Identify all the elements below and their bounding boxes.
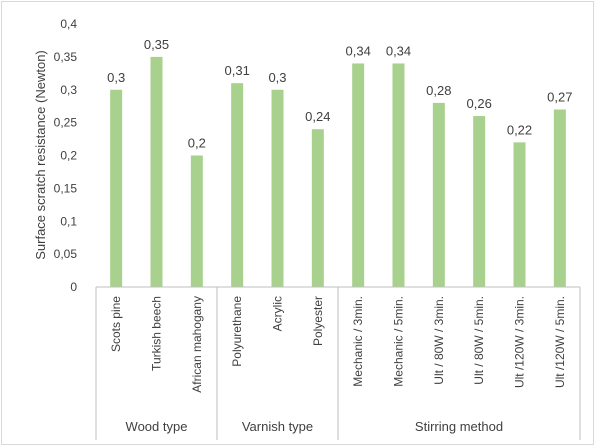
bar (190, 155, 203, 287)
category-label: Polyurethane (230, 296, 244, 367)
category-label: Acrylic (271, 296, 285, 331)
y-tick-label: 0,25 (54, 116, 78, 130)
group-labels: Wood type Varnish type Stirring method (126, 419, 504, 434)
y-tick-label: 0,2 (60, 149, 77, 163)
category-label: Mechanic / 5min. (392, 296, 406, 387)
category-labels: Scots pine Turkish beech African mahogany P… (109, 296, 567, 393)
bar (553, 109, 566, 287)
y-tick-label: 0,15 (54, 181, 78, 195)
category-label: Mechanic / 3min. (351, 296, 365, 387)
bar (110, 89, 123, 287)
category-label: Ult / 80W / 5min. (472, 296, 486, 385)
data-label: 0,34 (346, 43, 371, 58)
y-tick-label: 0,1 (60, 214, 77, 228)
y-tick-label: 0 (70, 280, 77, 294)
bar (311, 129, 324, 287)
group-label: Varnish type (242, 419, 313, 434)
bar (231, 83, 244, 287)
category-label: Polyester (311, 296, 325, 346)
y-tick-label: 0,4 (60, 17, 77, 31)
bar (392, 63, 405, 288)
category-label: Scots pine (109, 296, 123, 352)
bar (150, 56, 163, 287)
data-label: 0,24 (305, 109, 330, 124)
data-label: 0,3 (107, 70, 125, 85)
y-tick-label: 0,35 (54, 50, 78, 64)
y-tick-label: 0,05 (54, 247, 78, 261)
category-label: Ult /120W / 5min. (553, 296, 567, 388)
data-label: 0,31 (225, 63, 250, 78)
group-label: Stirring method (415, 419, 503, 434)
category-label: Ult /120W / 3min. (513, 296, 527, 388)
bar (473, 116, 486, 287)
data-label: 0,34 (386, 43, 411, 58)
bar (513, 142, 526, 287)
data-labels: 0,3 0,35 0,2 0,31 0,3 0,24 0,34 0,34 0,28 0,26 0,2… (107, 37, 572, 151)
data-label: 0,2 (188, 136, 206, 151)
data-label: 0,26 (467, 96, 492, 111)
data-label: 0,22 (507, 122, 532, 137)
bar (271, 89, 284, 287)
bars (110, 56, 566, 288)
data-label: 0,27 (547, 89, 572, 104)
category-label: African mahogany (190, 296, 204, 393)
axes (95, 286, 581, 440)
bar (352, 63, 365, 288)
group-label: Wood type (126, 419, 188, 434)
data-label: 0,28 (426, 83, 451, 98)
bar (432, 102, 445, 288)
data-label: 0,35 (144, 37, 169, 52)
data-label: 0,3 (268, 70, 286, 85)
category-label: Turkish beech (150, 296, 164, 371)
y-axis-label: Surface scratch resistance (Newton) (33, 50, 48, 260)
category-label: Ult / 80W / 3min. (432, 296, 446, 385)
y-tick-label: 0,3 (60, 83, 77, 97)
y-axis-ticks: 0 0,05 0,1 0,15 0,2 0,25 0,3 0,35 0,4 (54, 17, 78, 294)
